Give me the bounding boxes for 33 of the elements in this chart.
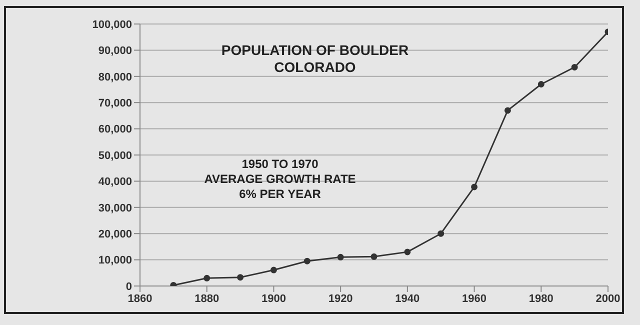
y-tick-label: 50,000: [98, 150, 132, 162]
point: [270, 266, 277, 274]
y-tick-label: 70,000: [98, 98, 132, 110]
x-tick-label: 1920: [328, 292, 353, 305]
y-tick-label: 90,000: [98, 45, 132, 58]
x-tick-label: 1940: [395, 292, 420, 305]
point: [571, 64, 578, 70]
y-tick-label: 30,000: [98, 202, 132, 214]
point: [337, 254, 344, 260]
x-tick-label: 1900: [261, 292, 286, 305]
point: [237, 274, 244, 281]
point: [204, 274, 210, 282]
x-tick-label: 2000: [596, 292, 620, 305]
annotation: 1950 TO 1970 AVERAGE GROWTH RATE 6% PER YEAR: [203, 157, 357, 202]
point: [471, 184, 478, 190]
point: [404, 248, 411, 256]
x-tick-label: 1860: [128, 292, 152, 305]
y-tick-label: 10,000: [98, 254, 132, 267]
y-tick-label: 100,000: [92, 18, 132, 31]
point: [538, 81, 544, 88]
point: [370, 253, 378, 260]
y-tick-label: 0: [126, 280, 132, 293]
x-tick-label: 1880: [194, 292, 220, 305]
text: POPULATION OF BOULDER COLORADO: [220, 42, 410, 76]
point: [304, 258, 310, 264]
y-tick-label: 20,000: [98, 228, 132, 241]
x-tick-label: 1960: [462, 292, 487, 305]
point: [504, 107, 511, 114]
point: [438, 230, 444, 237]
y-tick-label: 60,000: [98, 124, 132, 136]
y-tick-label: 40,000: [98, 176, 132, 188]
x-tick-label: 1980: [528, 292, 554, 305]
y-tick-label: 80,000: [98, 71, 132, 84]
